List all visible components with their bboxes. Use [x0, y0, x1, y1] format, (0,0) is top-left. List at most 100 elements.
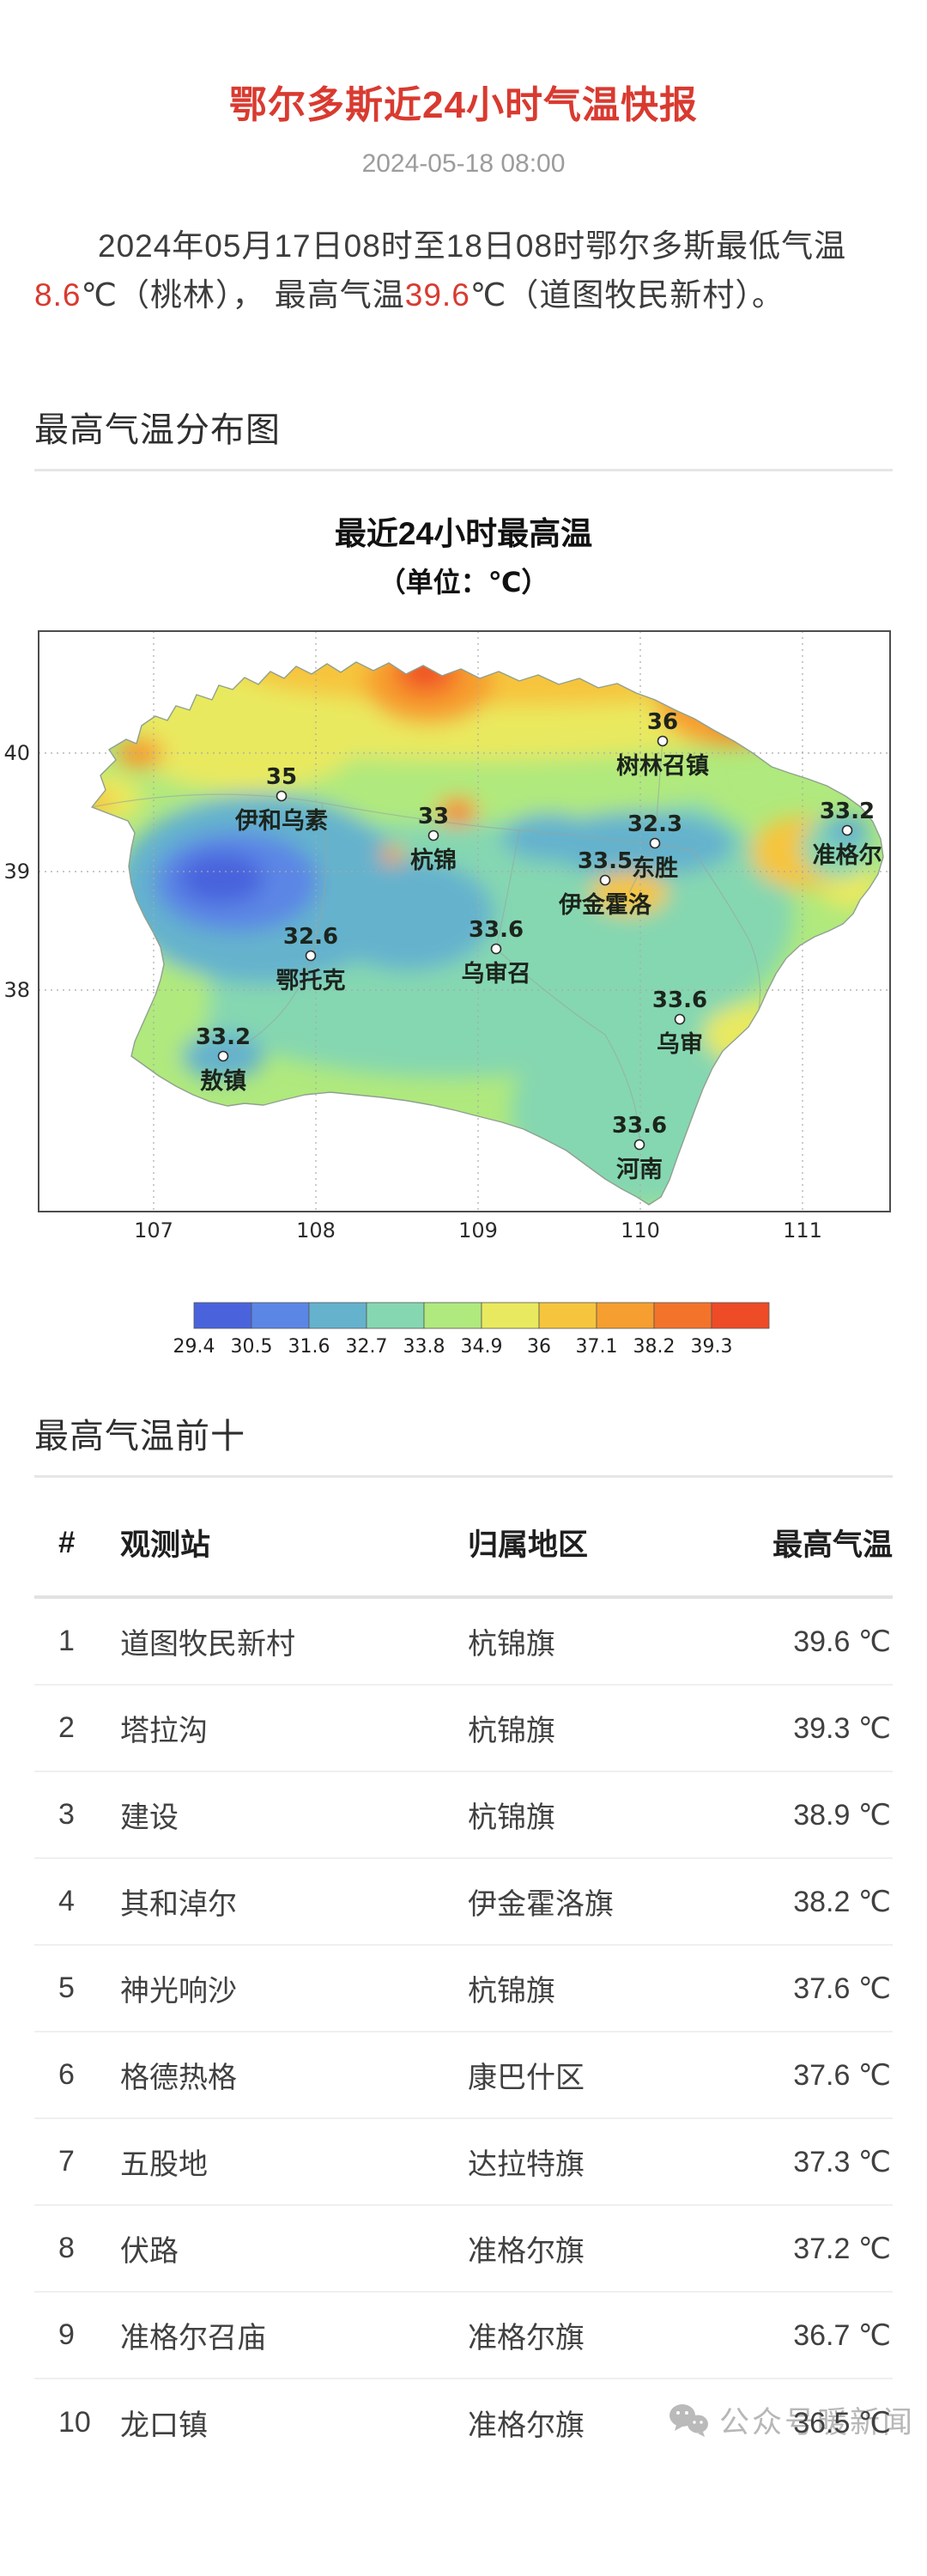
table-row: 7 五股地 达拉特旗 37.3 ℃: [34, 2119, 893, 2206]
region-cell: 杭锦旗: [468, 1628, 555, 1661]
table-row: 5 神光响沙 杭锦旗 37.6 ℃: [34, 1946, 893, 2032]
rank-cell: 8: [58, 2232, 75, 2264]
table-row: 9 准格尔召庙 准格尔旗 36.7 ℃: [34, 2293, 893, 2379]
map-section-heading: 最高气温分布图: [34, 411, 281, 449]
map-station: 33.6 乌审召: [462, 917, 531, 987]
station-value: 32.3: [627, 811, 682, 837]
x-axis-tick: 107: [134, 1218, 173, 1240]
station-marker: [674, 1013, 686, 1025]
station-cell: 塔拉沟: [120, 1715, 208, 1747]
station-name: 乌审召: [462, 960, 531, 987]
station-marker: [649, 837, 661, 849]
station-name: 乌审: [657, 1030, 703, 1058]
station-value: 35: [266, 764, 297, 790]
station-name: 东胜: [632, 854, 678, 882]
colorbar-cell: [596, 1302, 655, 1329]
map-station: 33.2 准格尔: [813, 799, 882, 869]
temp-cell: 38.2 ℃: [793, 1885, 891, 1918]
colorbar-label: 31.6: [288, 1336, 330, 1358]
station-name: 敖镇: [200, 1067, 246, 1095]
x-axis-tick: 109: [458, 1218, 498, 1240]
max-temp-value: 39.6: [404, 277, 470, 313]
table-header-cell: 观测站: [120, 1528, 211, 1562]
table-row: 8 伏路 准格尔旗 37.2 ℃: [34, 2206, 893, 2293]
colorbar-cell: [251, 1302, 310, 1329]
temp-cell: 37.2 ℃: [793, 2232, 891, 2265]
table-row: 4 其和淖尔 伊金霍洛旗 38.2 ℃: [34, 1859, 893, 1946]
station-name: 伊和乌素: [234, 807, 328, 835]
map-station: 32.6 鄂托克: [276, 924, 346, 994]
station-value: 33.2: [820, 799, 875, 824]
temp-cell: 37.6 ℃: [793, 1971, 891, 2005]
wechat-watermark: 公众号暖新闻: [666, 2398, 915, 2442]
x-axis-tick: 111: [783, 1218, 822, 1240]
station-marker: [490, 943, 502, 955]
station-value: 33.6: [469, 917, 524, 943]
station-name: 鄂托克: [276, 967, 346, 994]
rank-cell: 6: [58, 2058, 75, 2091]
colorbar-label: 39.3: [691, 1336, 733, 1358]
temp-cell: 39.3 ℃: [793, 1711, 891, 1745]
map-plot-area: 107 108 109 110 111 40 39 38 35 伊和乌素 33 杭锦 36 树林召镇 32.…: [3, 630, 891, 1242]
colorbar-cell: [366, 1302, 425, 1329]
station-cell: 伏路: [120, 2235, 179, 2268]
map-title: 最近24小时最高温: [334, 516, 593, 551]
publish-date: 2024-05-18 08:00: [361, 149, 566, 178]
region-cell: 准格尔旗: [468, 2409, 585, 2442]
colorbar-cell: [538, 1302, 597, 1329]
table-header-cell: 最高气温: [772, 1528, 893, 1562]
table-row: 2 塔拉沟 杭锦旗 39.3 ℃: [34, 1686, 893, 1772]
station-marker: [427, 829, 439, 841]
table-header-row: # 观测站 归属地区 最高气温: [34, 1478, 893, 1599]
y-axis-tick: 39: [4, 860, 30, 884]
station-cell: 五股地: [120, 2148, 208, 2181]
station-marker: [657, 735, 669, 747]
map-station: 36 树林召镇: [616, 709, 709, 780]
region-cell: 康巴什区: [468, 2062, 585, 2094]
station-name: 伊金霍洛: [558, 891, 652, 919]
rank-cell: 10: [58, 2406, 91, 2439]
rank-cell: 4: [58, 1885, 75, 1917]
table-section-heading: 最高气温前十: [34, 1418, 245, 1455]
map-station: 35 伊和乌素: [234, 764, 328, 835]
colorbar-cell: [308, 1302, 367, 1329]
station-cell: 其和淖尔: [120, 1888, 237, 1921]
section-divider: [34, 469, 893, 471]
map-station: 33 杭锦: [410, 804, 457, 874]
station-cell: 龙口镇: [120, 2409, 208, 2442]
rank-cell: 2: [58, 1711, 75, 1744]
top10-table: # 观测站 归属地区 最高气温 1 道图牧民新村 杭锦旗 39.6 ℃ 2 塔拉沟 杭锦旗 39.3 …: [34, 1478, 912, 2466]
colorbar-label: 38.2: [633, 1336, 676, 1358]
table-row: 10 龙口镇 准格尔旗 36.5 ℃ 公众号暖新闻: [34, 2379, 912, 2466]
station-cell: 准格尔召庙: [120, 2322, 266, 2354]
temp-cell: 36.5 ℃: [793, 2406, 891, 2439]
station-name: 杭锦: [410, 847, 457, 874]
colorbar-label: 30.5: [231, 1336, 273, 1358]
colorbar-label: 36: [527, 1336, 551, 1358]
temp-cell: 36.7 ℃: [793, 2318, 891, 2352]
temp-cell: 37.3 ℃: [793, 2145, 891, 2178]
table-row: 1 道图牧民新村 杭锦旗 39.6 ℃: [34, 1599, 893, 1686]
y-axis-tick: 40: [4, 741, 30, 765]
temp-cell: 37.6 ℃: [793, 2058, 891, 2092]
region-cell: 杭锦旗: [468, 1715, 555, 1747]
map-subtitle: （单位：℃）: [378, 567, 549, 598]
station-value: 33.6: [612, 1113, 667, 1139]
station-value: 33.6: [652, 987, 707, 1013]
summary-text-2: ℃（桃林）， 最高气温: [81, 277, 405, 313]
table-row: 3 建设 杭锦旗 38.9 ℃: [34, 1772, 893, 1859]
y-axis-tick: 38: [4, 978, 30, 1002]
region-cell: 准格尔旗: [468, 2322, 585, 2354]
table-row: 6 格德热格 康巴什区 37.6 ℃: [34, 2032, 893, 2119]
colorbar-label: 32.7: [346, 1336, 388, 1358]
colorbar-label: 37.1: [576, 1336, 618, 1358]
summary-text-1: 2024年05月17日08时至18日08时鄂尔多斯最低气温: [98, 228, 847, 264]
station-marker: [633, 1139, 645, 1151]
x-axis-tick: 108: [296, 1218, 336, 1240]
rank-cell: 3: [58, 1798, 75, 1831]
x-axis-tick: 110: [621, 1218, 660, 1240]
rank-cell: 9: [58, 2318, 75, 2351]
map-station: 33.5 伊金霍洛: [558, 848, 652, 919]
colorbar-cell: [711, 1302, 770, 1329]
wechat-icon: [669, 2403, 708, 2437]
